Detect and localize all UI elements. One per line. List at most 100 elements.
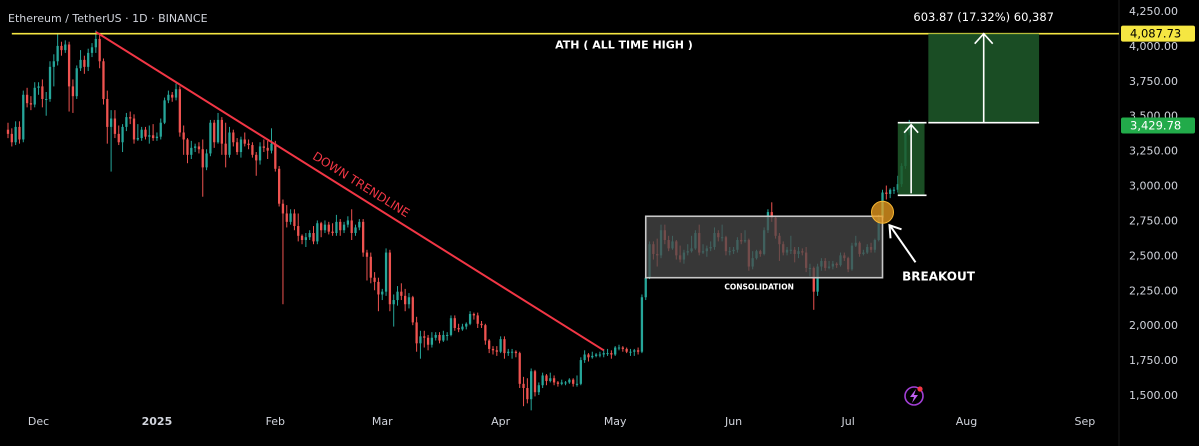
price-tick-label: 2,750.00 xyxy=(1129,214,1178,227)
candle xyxy=(594,353,598,358)
current-price-tag xyxy=(1121,117,1195,134)
candle-body xyxy=(640,297,644,352)
candle-body xyxy=(289,213,292,222)
candle-body xyxy=(533,371,537,393)
candle xyxy=(83,55,86,74)
candle xyxy=(125,112,128,132)
candle-body xyxy=(312,233,315,242)
candle xyxy=(365,249,369,281)
candle-body xyxy=(186,139,189,155)
candle xyxy=(503,336,506,359)
candle-body xyxy=(33,87,36,105)
candle xyxy=(293,209,296,231)
candle-body xyxy=(18,126,21,140)
candle xyxy=(251,142,254,158)
candle-body xyxy=(381,291,384,295)
price-tick-label: 3,250.00 xyxy=(1129,145,1178,158)
candle-body xyxy=(178,89,181,133)
candle-body xyxy=(434,334,437,338)
candle-body xyxy=(564,382,567,384)
candle xyxy=(117,125,120,146)
candle xyxy=(453,315,456,331)
candle xyxy=(568,378,571,384)
candle xyxy=(129,111,132,125)
candle xyxy=(224,122,227,168)
candle xyxy=(518,351,521,389)
candle-body xyxy=(113,118,117,134)
candle xyxy=(354,224,357,236)
candle-body xyxy=(388,252,392,305)
candle xyxy=(636,347,640,355)
candle xyxy=(316,220,319,245)
candle xyxy=(67,41,71,112)
candle-body xyxy=(258,146,262,161)
candle-body xyxy=(251,145,254,155)
time-tick-label: Jun xyxy=(724,415,742,428)
candle xyxy=(614,346,617,356)
breakout-label: BREAKOUT xyxy=(902,269,976,283)
candle-body xyxy=(384,252,388,292)
candle-body xyxy=(109,118,113,127)
candle xyxy=(373,272,376,291)
candle-body xyxy=(52,61,55,67)
candle xyxy=(323,220,327,234)
lightning-icon[interactable] xyxy=(904,386,924,406)
time-tick-label: Jul xyxy=(840,415,854,428)
candle-body xyxy=(90,47,94,53)
candle xyxy=(205,149,208,171)
candle-body xyxy=(591,355,594,358)
candle-body xyxy=(377,281,380,295)
candle xyxy=(507,348,510,356)
candle-body xyxy=(342,224,346,231)
price-tick-label: 3,000.00 xyxy=(1129,180,1178,193)
candle-body xyxy=(98,38,101,62)
price-axis[interactable]: 4,250.004,000.003,750.003,500.003,250.00… xyxy=(1129,5,1178,402)
candle-body xyxy=(499,339,502,352)
candle xyxy=(533,369,537,397)
candle-body xyxy=(316,223,319,242)
candle-body xyxy=(319,223,323,231)
candle xyxy=(22,90,25,143)
time-axis[interactable]: Dec 2025 Feb Mar Apr May Jun Jul Aug Sep xyxy=(28,415,1095,428)
price-labels: 4,087.73 3,429.78 xyxy=(1121,25,1195,134)
candle-body xyxy=(522,383,525,389)
candle-body xyxy=(537,385,540,393)
candle-body xyxy=(358,221,361,228)
candle xyxy=(339,219,342,236)
candle-body xyxy=(411,297,414,323)
candle-body xyxy=(197,146,201,150)
candle-body xyxy=(335,221,338,234)
candle xyxy=(442,330,445,342)
candle xyxy=(312,226,315,245)
candle-body xyxy=(602,353,605,355)
candle xyxy=(109,110,113,172)
candle-body xyxy=(262,146,266,148)
candle xyxy=(434,332,437,341)
candle xyxy=(530,368,533,411)
candle-body xyxy=(621,347,624,349)
candle-body xyxy=(45,98,48,100)
candle xyxy=(132,114,136,144)
candle xyxy=(598,351,602,358)
candle xyxy=(297,213,300,242)
candle xyxy=(461,323,464,331)
candle xyxy=(426,334,430,351)
candle-body xyxy=(503,339,506,354)
candle-body xyxy=(442,334,445,341)
ath-price-text: 4,087.73 xyxy=(1130,27,1181,41)
candle xyxy=(255,152,258,176)
candle xyxy=(610,350,613,359)
candle-body xyxy=(266,147,269,151)
candle-body xyxy=(151,135,155,139)
candle-body xyxy=(892,189,896,191)
candle xyxy=(262,139,266,153)
candle-body xyxy=(526,388,529,400)
candle-body xyxy=(22,94,25,140)
candle xyxy=(304,233,308,247)
candle xyxy=(556,381,560,387)
candle xyxy=(350,209,353,241)
price-tick-label: 2,000.00 xyxy=(1129,319,1178,332)
candle-body xyxy=(354,227,357,234)
candle-body xyxy=(41,86,44,99)
